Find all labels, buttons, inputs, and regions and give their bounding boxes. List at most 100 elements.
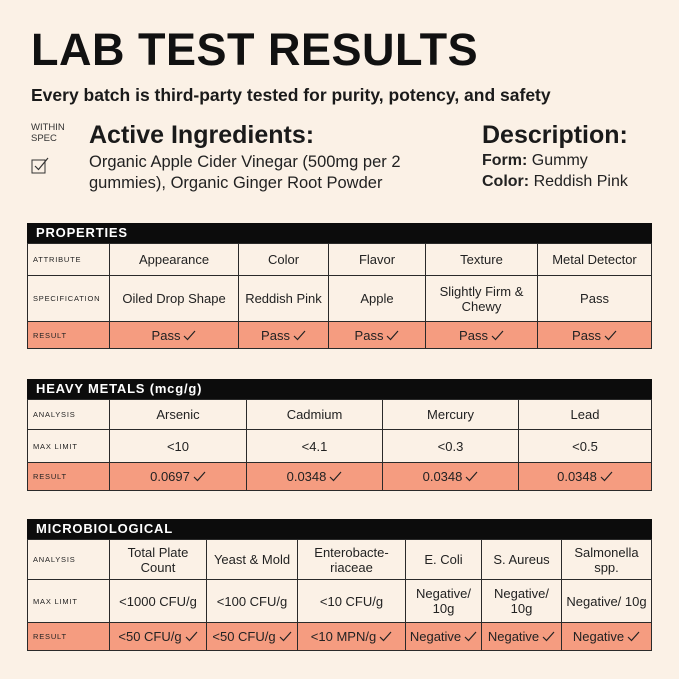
microbiological-table: ANALYSIS Total Plate Count Yeast & Mold …: [27, 539, 652, 651]
result-value: Pass: [572, 327, 601, 343]
result-cell: <50 CFU/g: [109, 622, 207, 651]
result-value: Pass: [261, 327, 290, 343]
checkmark-icon: [293, 330, 306, 340]
table-cell: Reddish Pink: [238, 275, 329, 322]
checkmark-icon: [329, 471, 342, 482]
table-cell: Salmonella spp.: [561, 539, 652, 580]
table-row: ANALYSIS Arsenic Cadmium Mercury Lead: [27, 399, 652, 430]
properties-title: PROPERTIES: [27, 223, 652, 243]
result-cell: Pass: [425, 321, 538, 349]
row-label: RESULT: [27, 622, 110, 651]
within-spec-legend: WITHIN SPEC: [31, 122, 81, 179]
checkmark-icon: [193, 471, 206, 482]
table-cell: Yeast & Mold: [206, 539, 298, 580]
page-subtitle: Every batch is third-party tested for pu…: [31, 85, 551, 105]
table-cell: Negative/ 10g: [481, 579, 562, 623]
checkmark-icon: [464, 631, 477, 642]
result-cell: 0.0697: [109, 462, 247, 491]
ingredients-title: Active Ingredients:: [89, 121, 315, 149]
table-cell: Slightly Firm & Chewy: [425, 275, 538, 322]
heavy-metals-table: ANALYSIS Arsenic Cadmium Mercury Lead MA…: [27, 399, 652, 491]
result-value: 0.0348: [422, 469, 463, 484]
table-row: RESULT Pass Pass Pass Pass Pass: [27, 321, 652, 349]
result-value: 0.0348: [286, 469, 327, 484]
table-row: ANALYSIS Total Plate Count Yeast & Mold …: [27, 539, 652, 580]
page-title: LAB TEST RESULTS: [31, 24, 479, 75]
table-cell: Apple: [328, 275, 426, 322]
checkmark-icon: [465, 471, 478, 482]
result-cell: Negative: [405, 622, 482, 651]
table-cell: Texture: [425, 243, 538, 276]
table-cell: Cadmium: [246, 399, 383, 430]
table-row: RESULT <50 CFU/g <50 CFU/g <10 MPN/g Neg…: [27, 622, 652, 651]
description-title: Description:: [482, 121, 628, 149]
checkmark-icon: [379, 631, 392, 642]
checkmark-icon: [184, 330, 196, 340]
table-cell: S. Aureus: [481, 539, 562, 580]
table-cell: Negative/ 10g: [561, 579, 652, 623]
row-label: RESULT: [27, 321, 110, 349]
result-cell: <50 CFU/g: [206, 622, 298, 651]
within-spec-label: WITHIN SPEC: [31, 122, 65, 144]
result-value: <50 CFU/g: [118, 629, 182, 644]
checkbox-icon: [31, 157, 49, 174]
table-cell: E. Coli: [405, 539, 482, 580]
color-label: Color:: [482, 173, 530, 190]
result-cell: Pass: [238, 321, 329, 349]
result-cell: 0.0348: [246, 462, 383, 491]
result-cell: Negative: [481, 622, 562, 651]
row-label: MAX LIMIT: [27, 429, 110, 463]
table-cell: <10: [109, 429, 247, 463]
table-row: ATTRIBUTE Appearance Color Flavor Textur…: [27, 243, 652, 276]
table-cell: Mercury: [382, 399, 519, 430]
checkmark-icon: [542, 631, 555, 642]
form-line: Form: Gummy: [482, 150, 672, 171]
row-label: ANALYSIS: [27, 399, 110, 430]
result-value: <10 MPN/g: [310, 629, 377, 644]
table-row: MAX LIMIT <10 <4.1 <0.3 <0.5: [27, 429, 652, 463]
result-cell: Pass: [537, 321, 652, 349]
checkmark-icon: [604, 330, 617, 340]
table-row: MAX LIMIT <1000 CFU/g <100 CFU/g <10 CFU…: [27, 579, 652, 623]
table-cell: <0.5: [518, 429, 652, 463]
table-cell: <0.3: [382, 429, 519, 463]
result-value: <50 CFU/g: [212, 629, 276, 644]
row-label: MAX LIMIT: [27, 579, 110, 623]
result-value: 0.0348: [557, 469, 597, 484]
table-cell: Color: [238, 243, 329, 276]
checkmark-icon: [491, 330, 504, 340]
checkmark-icon: [627, 631, 640, 642]
result-cell: <10 MPN/g: [297, 622, 406, 651]
table-cell: Total Plate Count: [109, 539, 207, 580]
result-value: Pass: [151, 327, 181, 343]
table-cell: Metal Detector: [537, 243, 652, 276]
row-label: SPECIFICATION: [27, 275, 110, 322]
table-cell: Arsenic: [109, 399, 247, 430]
description: Description: Form: Gummy Color: Reddish …: [482, 121, 672, 192]
microbiological-section: MICROBIOLOGICAL ANALYSIS Total Plate Cou…: [27, 519, 652, 651]
table-cell: Enterobacte-riaceae: [297, 539, 406, 580]
table-cell: Lead: [518, 399, 652, 430]
properties-table: ATTRIBUTE Appearance Color Flavor Textur…: [27, 243, 652, 349]
result-value: Pass: [459, 327, 488, 343]
table-row: SPECIFICATION Oiled Drop Shape Reddish P…: [27, 275, 652, 322]
table-cell: Negative/ 10g: [405, 579, 482, 623]
result-value: Negative: [487, 629, 540, 644]
microbiological-title: MICROBIOLOGICAL: [27, 519, 652, 539]
result-cell: Pass: [109, 321, 239, 349]
table-cell: Oiled Drop Shape: [109, 275, 239, 322]
heavy-metals-section: HEAVY METALS (mcg/g) ANALYSIS Arsenic Ca…: [27, 379, 652, 491]
color-line: Color: Reddish Pink: [482, 171, 672, 192]
result-value: Negative: [409, 629, 462, 644]
table-cell: Pass: [537, 275, 652, 322]
row-label: RESULT: [27, 462, 110, 491]
result-value: 0.0697: [150, 469, 190, 484]
heavy-metals-title: HEAVY METALS (mcg/g): [27, 379, 652, 399]
result-cell: 0.0348: [382, 462, 519, 491]
result-cell: 0.0348: [518, 462, 652, 491]
table-cell: Appearance: [109, 243, 239, 276]
checkmark-icon: [387, 330, 399, 340]
form-label: Form:: [482, 152, 528, 169]
table-cell: <100 CFU/g: [206, 579, 298, 623]
row-label: ANALYSIS: [27, 539, 110, 580]
